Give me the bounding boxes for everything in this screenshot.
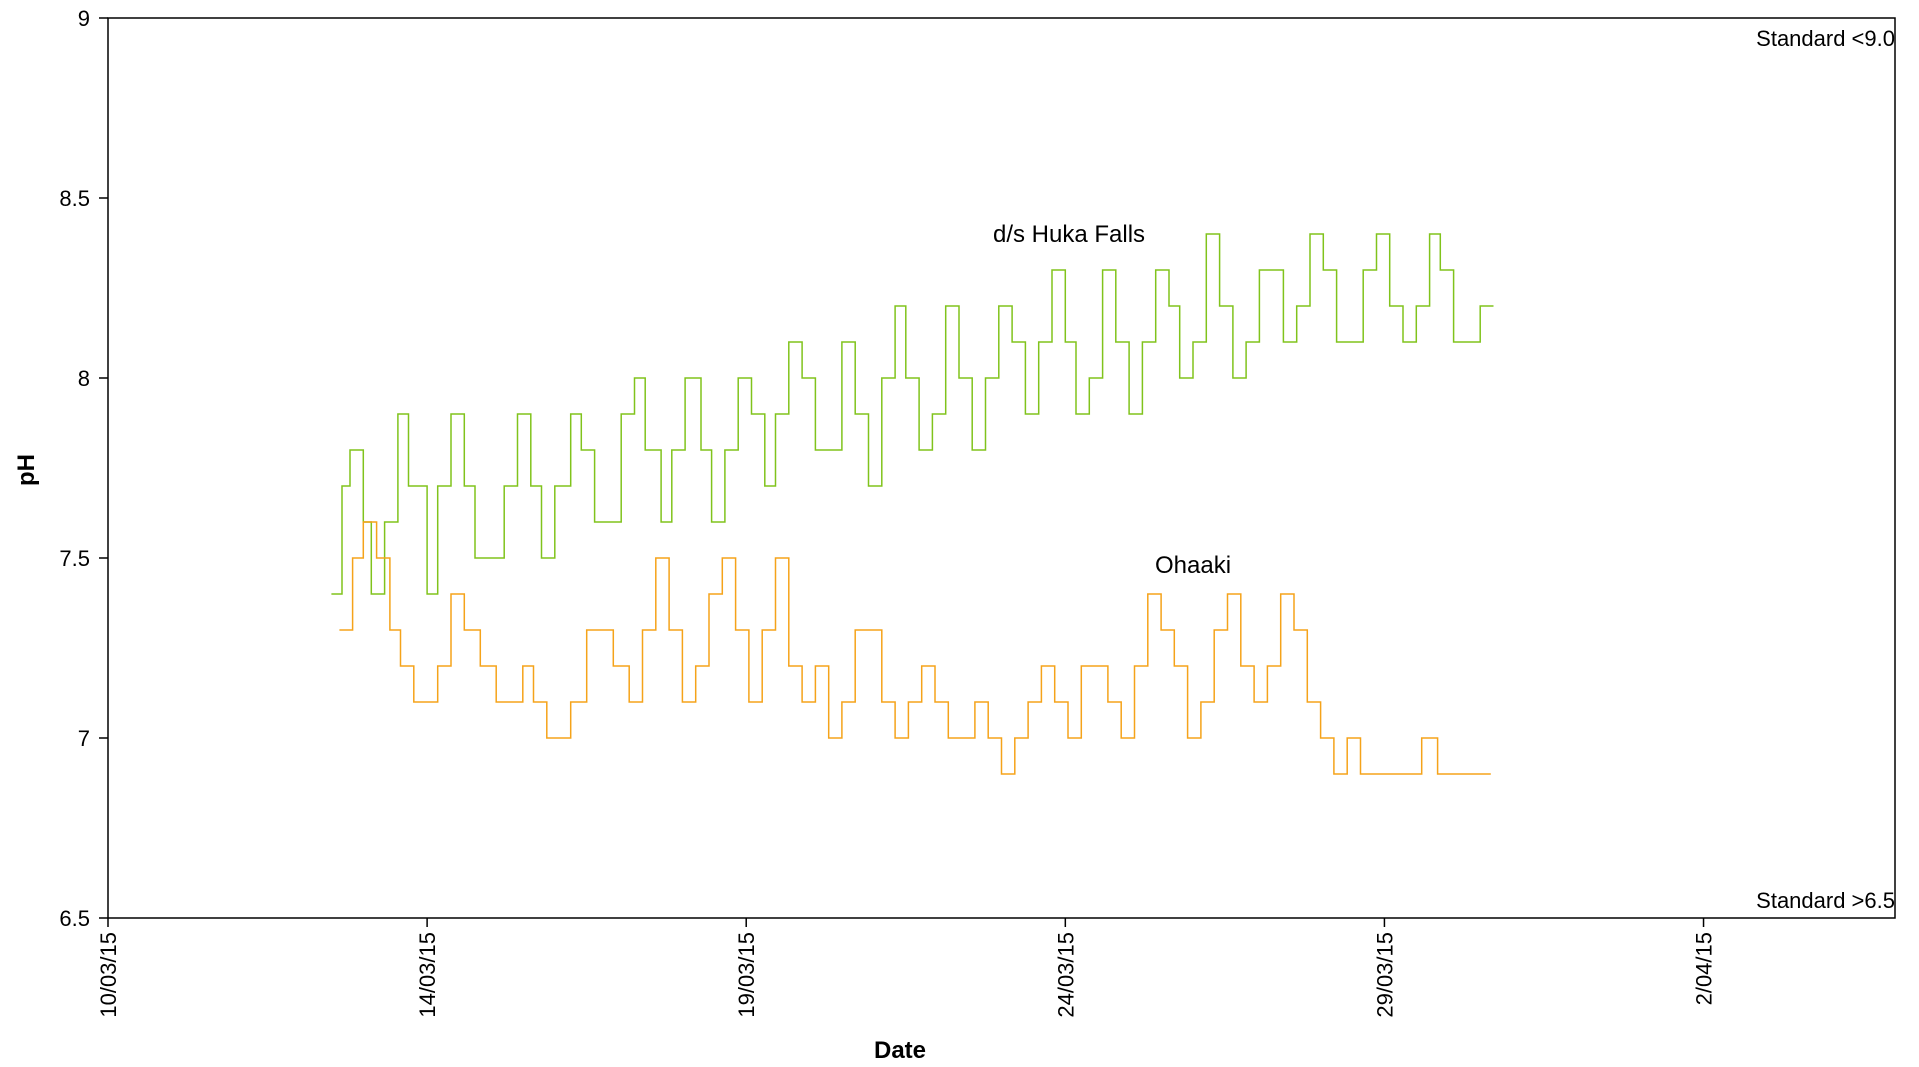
x-tick-label: 2/04/15 bbox=[1692, 932, 1717, 1005]
y-tick-label: 9 bbox=[78, 6, 90, 31]
standard-upper-label: Standard <9.0 bbox=[1756, 26, 1895, 51]
y-tick-label: 8 bbox=[78, 366, 90, 391]
x-tick-label: 10/03/15 bbox=[96, 932, 121, 1018]
x-tick-label: 19/03/15 bbox=[734, 932, 759, 1018]
series-line-ohaaki bbox=[339, 521, 1491, 775]
plot-area-frame bbox=[107, 17, 1896, 919]
y-tick-label: 7.5 bbox=[59, 546, 90, 571]
x-tick-label: 14/03/15 bbox=[415, 932, 440, 1018]
x-tick-label: 29/03/15 bbox=[1372, 932, 1397, 1018]
annotation-ohaaki: Ohaaki bbox=[1155, 552, 1231, 579]
x-tick-label: 24/03/15 bbox=[1053, 932, 1078, 1018]
series-layer bbox=[331, 233, 1494, 775]
x-axis-title: Date bbox=[874, 1037, 926, 1064]
series-line-huka-falls bbox=[331, 233, 1494, 595]
y-tick-label: 7 bbox=[78, 726, 90, 751]
standard-lower-label: Standard >6.5 bbox=[1756, 888, 1895, 913]
y-tick-label: 6.5 bbox=[59, 906, 90, 931]
y-tick-label: 8.5 bbox=[59, 186, 90, 211]
x-axis: 10/03/15 14/03/15 19/03/15 24/03/15 29/03/15… bbox=[96, 918, 1717, 1018]
y-axis-title: pH bbox=[13, 454, 40, 486]
y-axis: 6.5 7 7.5 8 8.5 9 bbox=[59, 6, 108, 931]
annotation-huka-falls: d/s Huka Falls bbox=[993, 221, 1145, 248]
